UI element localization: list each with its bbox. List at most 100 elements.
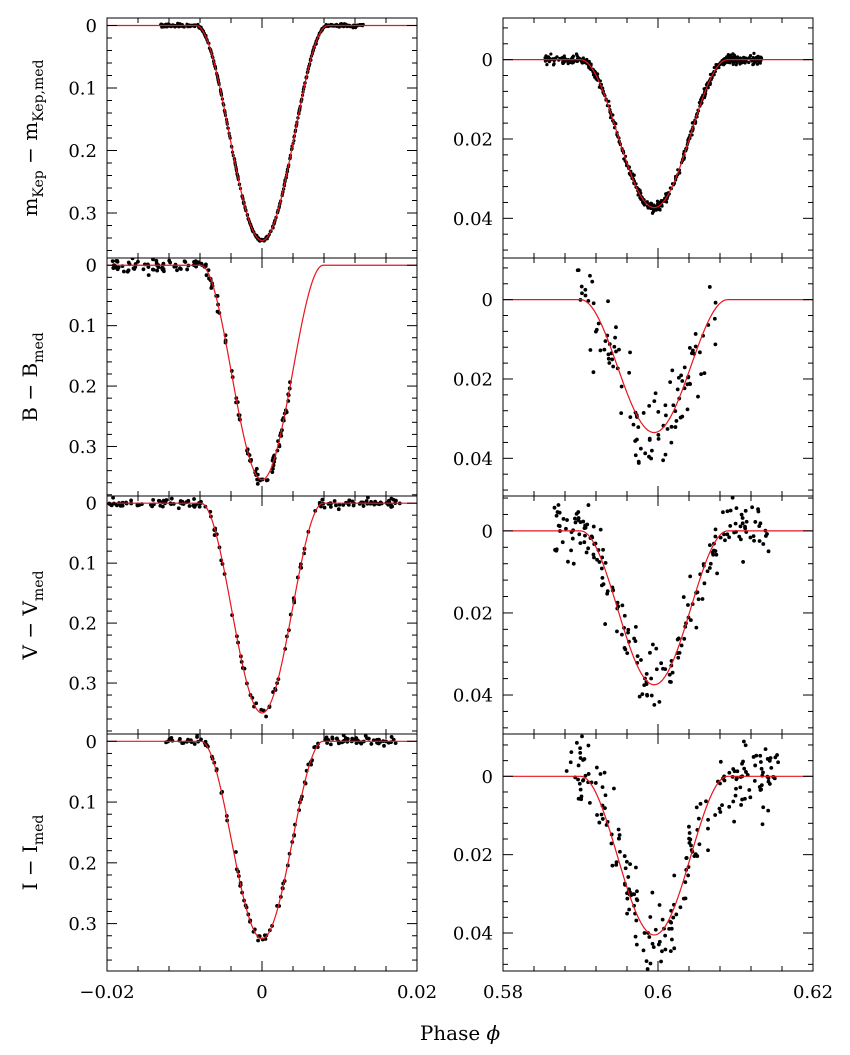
- data-point: [744, 519, 749, 524]
- data-point: [633, 453, 638, 458]
- data-point: [576, 510, 581, 514]
- data-point: [717, 806, 722, 811]
- model-curve-secondary-kepler: [503, 59, 813, 209]
- panel-secondary-i: 0 0.02 0.04 0.58 0.6 0.62: [453, 733, 833, 1003]
- data-point: [610, 357, 615, 362]
- y-tick-label: 0.1: [68, 793, 97, 814]
- data-point: [730, 496, 735, 500]
- y-tick-label: 0: [86, 494, 97, 515]
- data-point: [193, 261, 197, 265]
- data-point: [271, 466, 275, 471]
- data-point: [158, 503, 163, 508]
- data-point: [635, 889, 639, 894]
- data-point: [334, 503, 338, 508]
- data-point: [575, 53, 579, 57]
- model-curve-secondary-i: [503, 775, 813, 936]
- data-point: [694, 625, 699, 630]
- data-point: [644, 959, 649, 964]
- y-tick-label: 0.04: [453, 924, 493, 945]
- data-point: [633, 934, 638, 939]
- data-point: [332, 499, 337, 503]
- data-point: [577, 532, 582, 537]
- data-point: [626, 630, 630, 635]
- data-point: [725, 532, 730, 537]
- data-point: [576, 763, 581, 768]
- data-point: [552, 62, 556, 66]
- data-point: [584, 550, 589, 555]
- data-point: [326, 501, 331, 506]
- data-point: [695, 854, 700, 858]
- data-point: [554, 547, 559, 552]
- data-point: [341, 734, 346, 738]
- data-point: [587, 801, 592, 805]
- data-point: [556, 503, 561, 507]
- data-point: [676, 636, 681, 641]
- data-point: [566, 559, 570, 564]
- data-point: [769, 765, 774, 770]
- data-point: [656, 409, 661, 414]
- data-point: [763, 534, 768, 538]
- data-point: [609, 841, 614, 846]
- data-point: [598, 527, 603, 532]
- data-point: [585, 522, 590, 527]
- data-point: [648, 915, 653, 919]
- data-point: [755, 62, 759, 66]
- data-point: [601, 582, 606, 587]
- data-point: [664, 200, 669, 204]
- data-point: [657, 939, 662, 944]
- data-point: [391, 497, 396, 502]
- data-point: [739, 512, 744, 517]
- data-point: [637, 694, 642, 699]
- data-point: [668, 380, 673, 385]
- data-point: [255, 481, 260, 486]
- data-point: [766, 808, 771, 813]
- data-point: [176, 21, 180, 26]
- data-point: [743, 796, 747, 801]
- data-point: [353, 26, 358, 30]
- data-point: [169, 735, 174, 740]
- data-point: [738, 785, 743, 790]
- y-tick-label: 0.1: [68, 554, 97, 575]
- data-point: [739, 59, 744, 64]
- data-point: [598, 348, 603, 353]
- data-point: [569, 750, 574, 755]
- data-point: [557, 510, 562, 515]
- data-point: [591, 301, 596, 306]
- data-point: [642, 683, 647, 688]
- data-point: [616, 827, 621, 832]
- data-point: [739, 803, 743, 807]
- data-point: [738, 537, 743, 542]
- data-point: [389, 735, 394, 739]
- data-point: [116, 265, 121, 270]
- data-point: [622, 613, 627, 618]
- model-curve-primary-kepler: [107, 24, 417, 242]
- y-tick-label: 0.04: [453, 449, 493, 470]
- data-point: [350, 499, 355, 504]
- data-point: [614, 349, 618, 354]
- data-point: [761, 542, 766, 546]
- y-tick-label: 0.02: [453, 369, 493, 390]
- data-point: [335, 737, 339, 741]
- data-point: [632, 636, 636, 641]
- y-tick-label: 0.3: [68, 204, 97, 225]
- data-point: [702, 371, 707, 375]
- data-point: [659, 661, 664, 666]
- data-point: [756, 55, 760, 59]
- data-point: [146, 273, 151, 277]
- data-point: [598, 772, 603, 776]
- data-point: [628, 862, 633, 867]
- data-point: [697, 842, 702, 847]
- data-point: [614, 325, 618, 330]
- axes-frame: [106, 495, 418, 735]
- data-point: [111, 496, 115, 500]
- data-point: [578, 787, 583, 792]
- data-point: [612, 344, 617, 349]
- data-point: [183, 260, 188, 264]
- data-point: [579, 794, 584, 799]
- data-point: [178, 499, 183, 503]
- data-point: [672, 946, 677, 951]
- data-point: [603, 560, 608, 565]
- data-point: [649, 201, 653, 205]
- y-tick-label: 0: [86, 256, 97, 277]
- x-tick-label: 0.02: [397, 982, 437, 1003]
